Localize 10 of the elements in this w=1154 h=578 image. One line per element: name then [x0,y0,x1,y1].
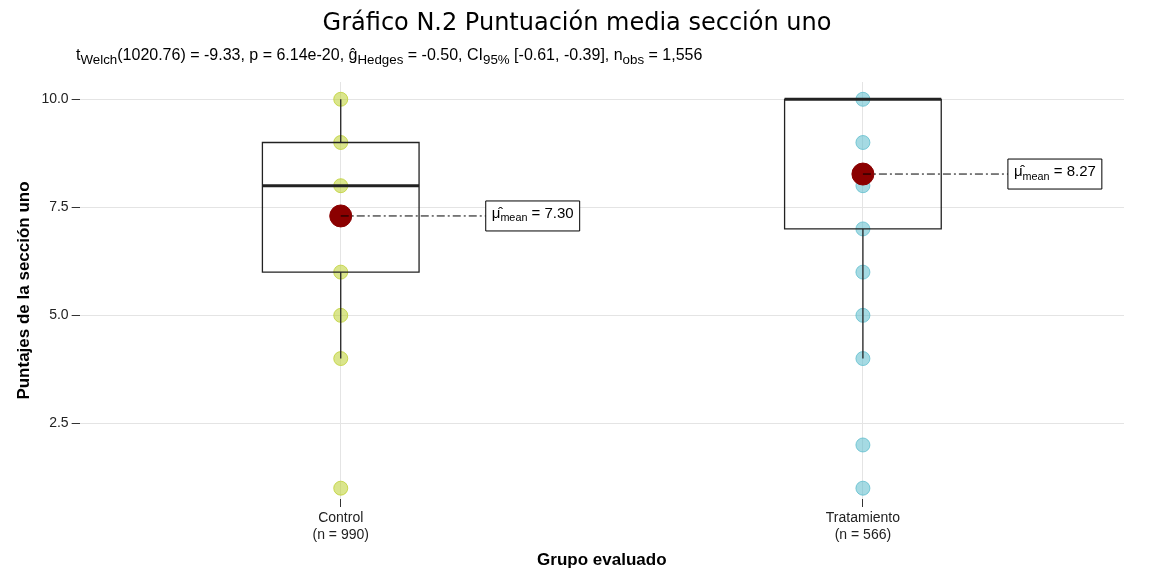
chart-title: Gráfico N.2 Puntuación media sección uno [321,7,833,38]
x-tick-label: Tratamiento (n = 566) [825,509,901,543]
y-tick-label: 7.5 [49,198,69,215]
y-axis-title: Puntajes de la sección uno [13,181,33,400]
x-axis-title: Grupo evaluado [537,550,667,570]
y-tick-label: 5.0 [49,306,69,323]
y-tick-label: 2.5 [49,414,69,431]
x-tick-label: Control (n = 990) [312,509,369,543]
y-tick-label: 10.0 [41,90,69,107]
text: t$_{Welch}$(1020.76) = -9.33, p = 6.14e-20, ĝ$_{Hedges}$ = -0.50, CI$_{95%}$ [-0.61, -0.39], n$_{obs}$ = 1,556 [76,46,703,68]
